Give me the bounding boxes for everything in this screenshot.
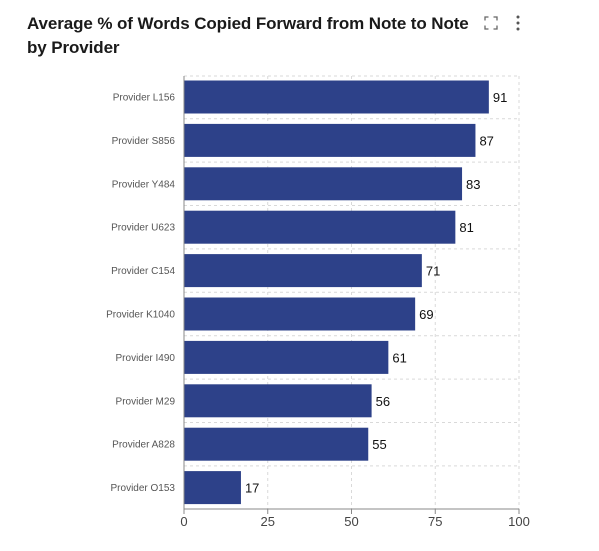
category-tick-label: Provider A828 — [112, 440, 175, 451]
bar[interactable] — [184, 297, 416, 331]
category-tick-label: Provider K1040 — [106, 310, 175, 321]
vertical-ellipsis-icon[interactable] — [513, 14, 523, 32]
category-tick-label: Provider L156 — [113, 93, 176, 104]
x-tick-label: 0 — [180, 514, 187, 529]
bar[interactable] — [184, 167, 463, 201]
data-label: 55 — [372, 437, 386, 452]
x-tick-label: 25 — [261, 514, 275, 529]
x-tick-label: 75 — [428, 514, 442, 529]
category-tick-label: Provider U623 — [111, 223, 175, 234]
bar[interactable] — [184, 384, 372, 418]
chart-header: Average % of Words Copied Forward from N… — [27, 12, 587, 60]
category-tick-label: Provider Y484 — [112, 179, 176, 190]
data-label: 61 — [392, 350, 406, 365]
category-tick-label: Provider I490 — [116, 353, 176, 364]
data-label: 69 — [419, 307, 433, 322]
bar[interactable] — [184, 427, 369, 461]
category-tick-label: Provider S856 — [112, 136, 176, 147]
expand-icon[interactable] — [483, 15, 499, 31]
data-label: 91 — [493, 90, 507, 105]
bar[interactable] — [184, 80, 489, 114]
bars-layer: 91 87 83 81 71 69 61 56 55 17 — [184, 80, 507, 505]
bar[interactable] — [184, 340, 389, 374]
category-tick-label: Provider C154 — [111, 266, 175, 277]
bar[interactable] — [184, 254, 422, 288]
axis-layer: Provider L156 Provider S856 Provider Y484 P… — [106, 76, 530, 529]
category-tick-label: Provider M29 — [116, 396, 176, 407]
chart-title: Average % of Words Copied Forward from N… — [27, 14, 469, 57]
data-label: 56 — [376, 394, 390, 409]
x-tick-label: 50 — [344, 514, 358, 529]
data-label: 83 — [466, 177, 480, 192]
bar[interactable] — [184, 471, 241, 505]
data-label: 17 — [245, 481, 259, 496]
data-label: 81 — [459, 220, 473, 235]
bar[interactable] — [184, 210, 456, 244]
data-label: 71 — [426, 264, 440, 279]
category-tick-label: Provider O153 — [111, 483, 176, 494]
bar[interactable] — [184, 123, 476, 157]
data-label: 87 — [479, 133, 493, 148]
x-tick-label: 100 — [508, 514, 530, 529]
